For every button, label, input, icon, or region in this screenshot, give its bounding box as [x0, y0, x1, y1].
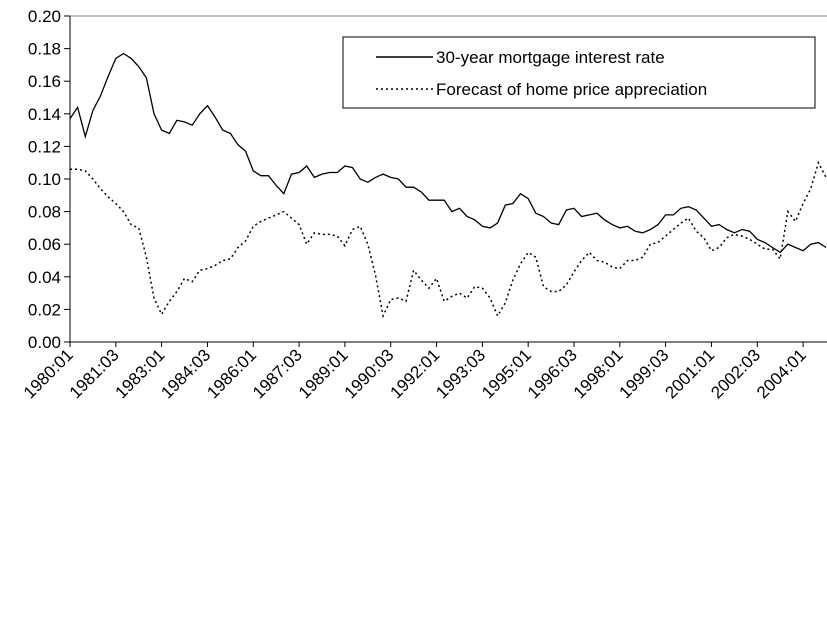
- x-tick-label: 1998:01: [570, 345, 627, 402]
- legend-label: Forecast of home price appreciation: [436, 80, 707, 99]
- x-tick-label: 2001:01: [661, 345, 718, 402]
- y-tick-label: 0.08: [28, 203, 61, 222]
- series-line: [70, 160, 827, 319]
- x-tick-label: 1981:03: [66, 345, 123, 402]
- y-tick-label: 0.18: [28, 40, 61, 59]
- x-tick-label: 1987:03: [249, 345, 306, 402]
- x-tick-label: 1984:03: [157, 345, 214, 402]
- legend-box: [342, 36, 816, 109]
- x-tick-label: 1992:01: [386, 345, 443, 402]
- y-tick-label: 0.10: [28, 170, 61, 189]
- x-tick-label: 2002:03: [707, 345, 764, 402]
- x-tick-label: 1989:01: [295, 345, 352, 402]
- x-tick-label: 1999:03: [616, 345, 673, 402]
- series-line: [69, 52, 827, 254]
- y-tick-label: 0.00: [28, 333, 61, 352]
- legend-label: 30-year mortgage interest rate: [436, 48, 665, 67]
- x-tick-label: 1983:01: [112, 345, 169, 402]
- x-tick-label: 1993:03: [432, 345, 489, 402]
- x-tick-label: 1986:01: [203, 345, 260, 402]
- x-tick-label: 1980:01: [20, 345, 77, 402]
- y-tick-label: 0.12: [28, 137, 61, 156]
- x-tick-label: 1995:01: [478, 345, 535, 402]
- y-tick-label: 0.06: [28, 235, 61, 254]
- y-tick-label: 0.14: [28, 105, 61, 124]
- y-tick-label: 0.04: [28, 268, 61, 287]
- x-tick-label: 1996:03: [524, 345, 581, 402]
- y-tick-label: 0.02: [28, 300, 61, 319]
- x-tick-label: 2004:01: [753, 345, 810, 402]
- y-tick-label: 0.20: [28, 7, 61, 26]
- x-tick-label: 1990:03: [341, 345, 398, 402]
- y-tick-label: 0.16: [28, 72, 61, 91]
